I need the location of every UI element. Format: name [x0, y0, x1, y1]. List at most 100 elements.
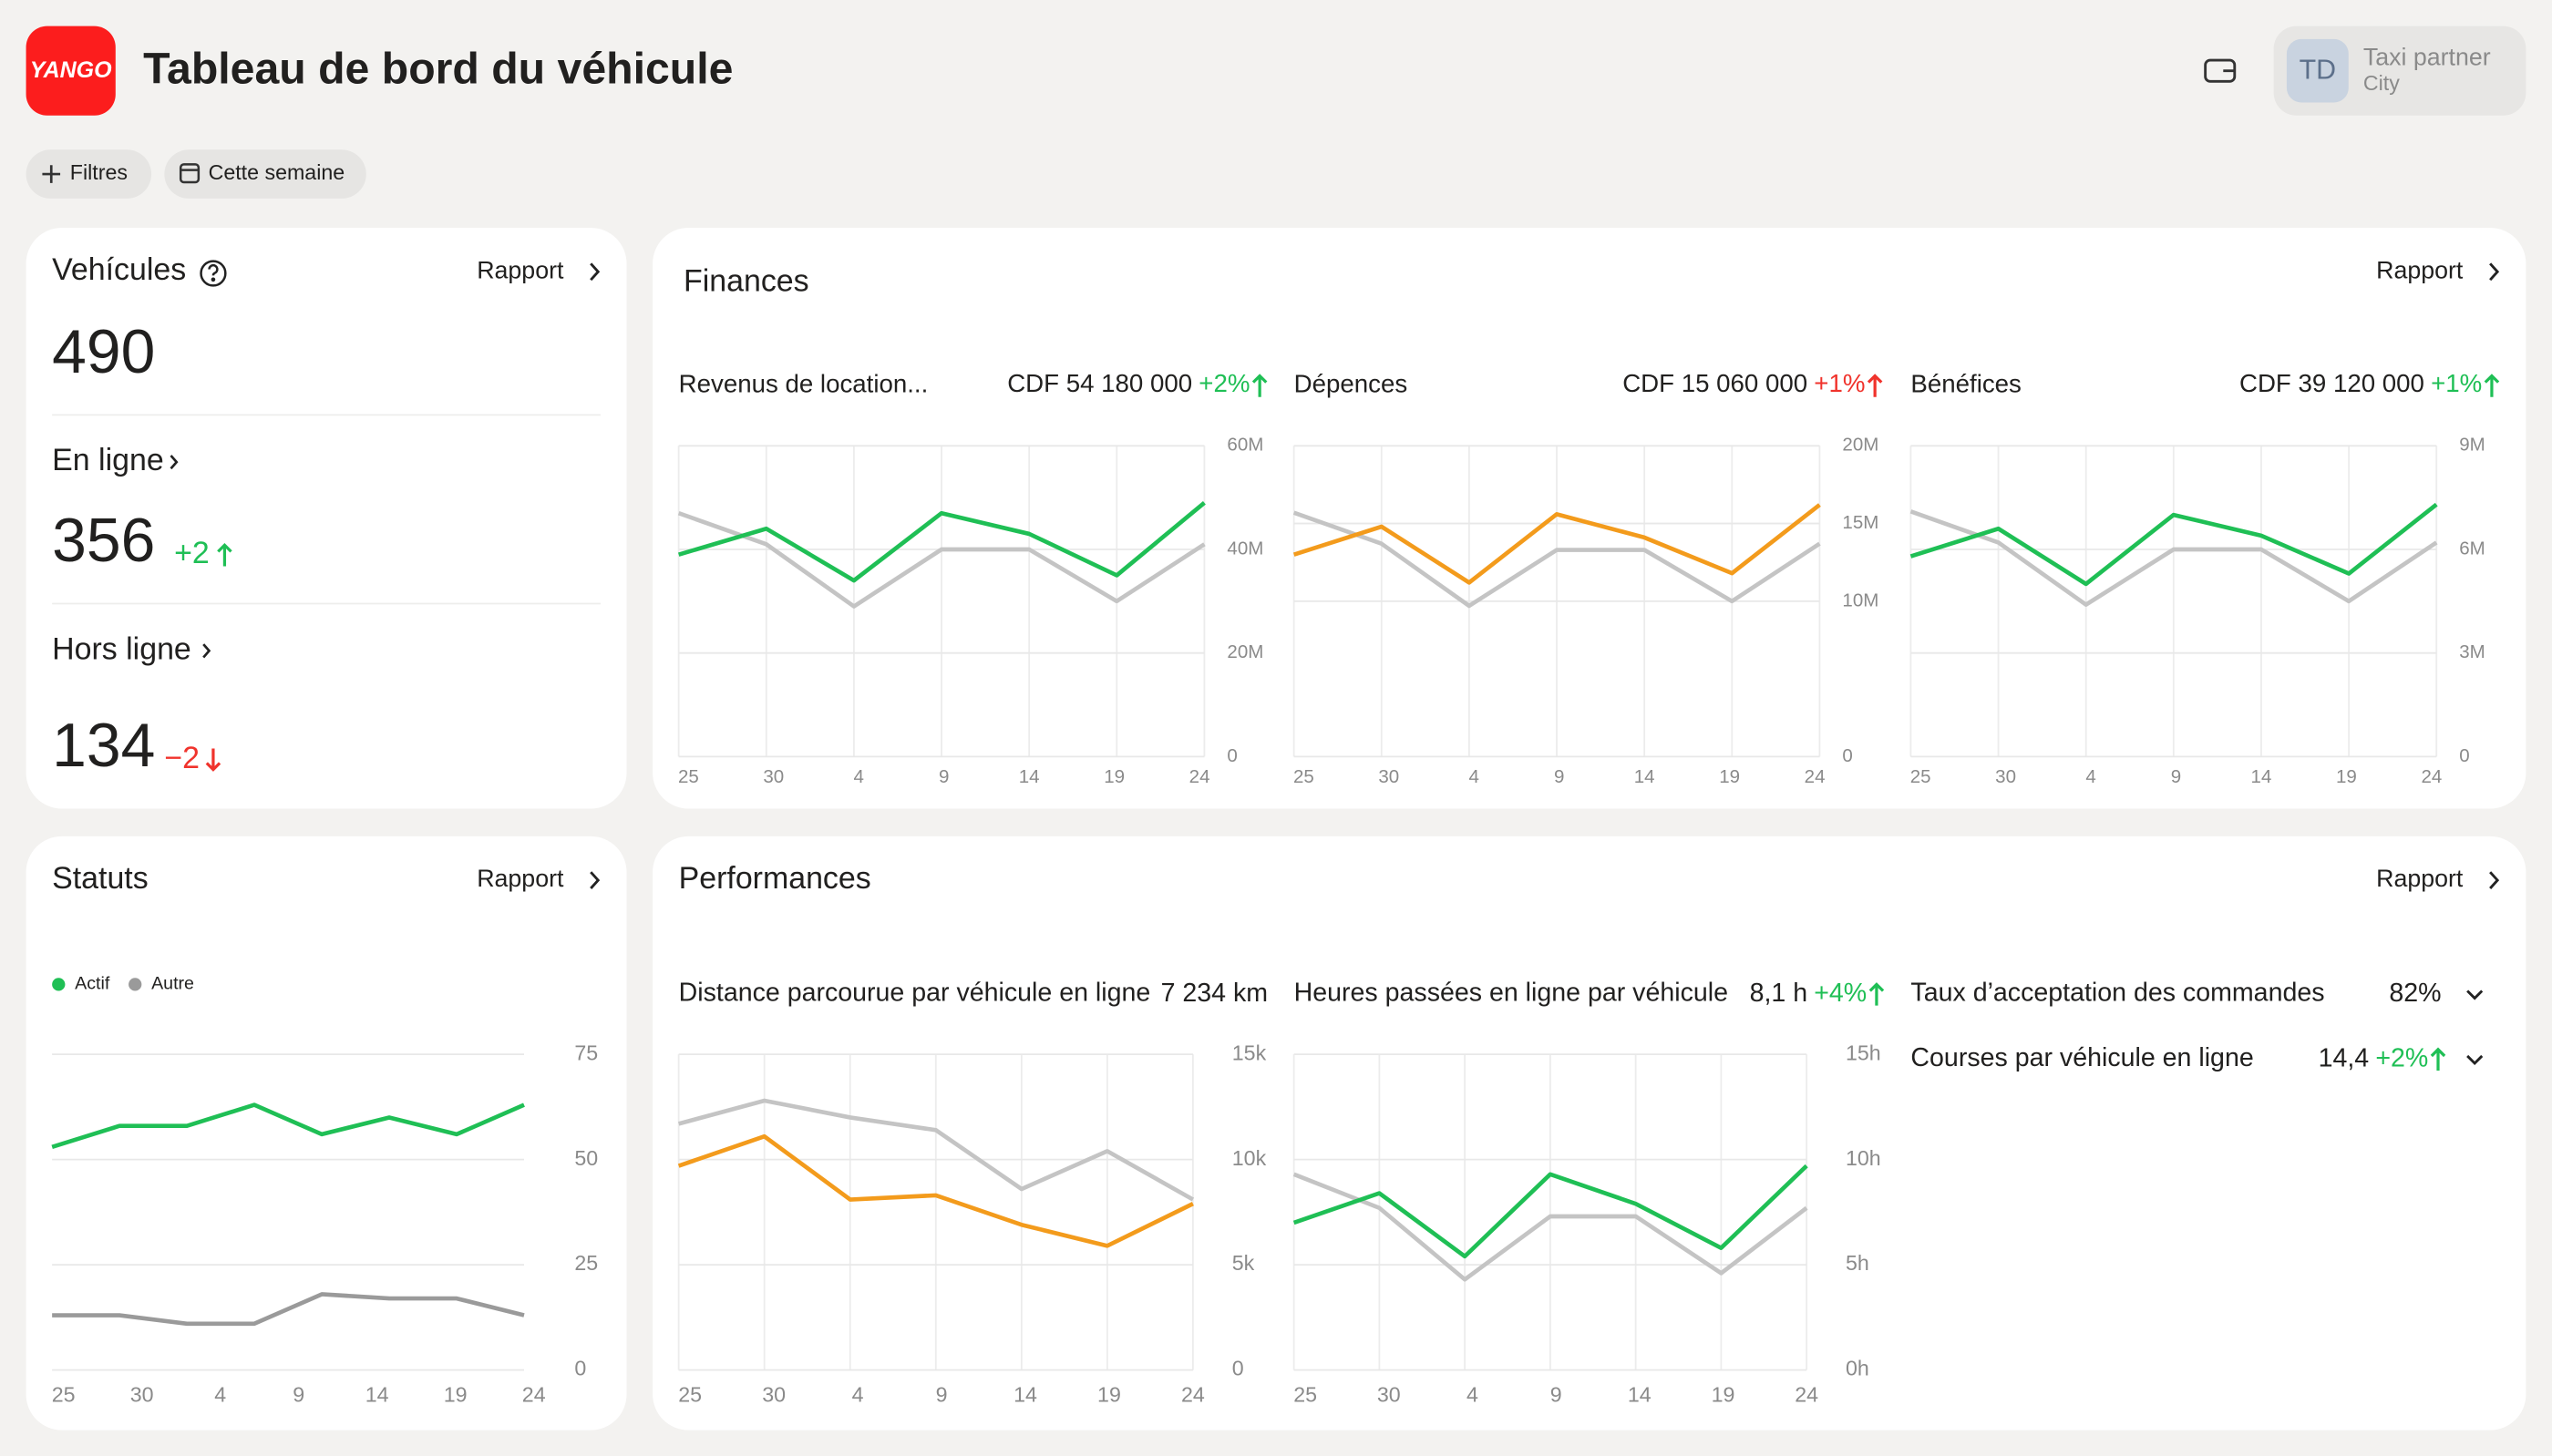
legend-marker	[52, 978, 66, 991]
metric-value-text: CDF 39 120 000	[2239, 370, 2424, 398]
y-tick-label: 25	[574, 1251, 598, 1275]
finances-card	[653, 228, 2526, 809]
y-tick-label: 0	[574, 1357, 586, 1380]
arrow-up	[217, 542, 232, 567]
x-tick-label: 25	[678, 1382, 702, 1406]
metric-value: 7 234 km	[1161, 979, 1269, 1008]
x-tick-label: 30	[763, 766, 784, 787]
avatar	[2286, 38, 2349, 103]
x-tick-label: 14	[2251, 766, 2272, 787]
x-tick-label: 19	[2336, 766, 2357, 787]
x-tick-label: 14	[365, 1382, 389, 1406]
page-title: Tableau de bord du véhicule	[143, 44, 733, 93]
help-icon[interactable]	[200, 260, 227, 287]
y-tick-label: 10h	[1846, 1146, 1881, 1170]
y-tick-label: 75	[574, 1041, 598, 1064]
y-tick-label: 0	[1227, 745, 1237, 766]
x-tick-label: 24	[1795, 1382, 1818, 1406]
online-delta: +2	[174, 536, 210, 570]
metric-label: Distance parcourue par véhicule en ligne	[679, 979, 1151, 1008]
chevron[interactable]	[202, 643, 211, 659]
metric-label: Bénéfices	[1910, 370, 2021, 398]
metric-value: CDF 15 060 000 +1%	[1622, 370, 1865, 398]
report-link[interactable]: Rapport	[2376, 865, 2464, 892]
card-title: Finances	[684, 264, 809, 299]
x-tick-label: 24	[1805, 766, 1826, 787]
filter-chip[interactable]	[26, 149, 152, 199]
wallet-icon[interactable]	[2204, 58, 2237, 83]
metric-delta: +2%	[1199, 370, 1250, 398]
user-city: City	[2363, 71, 2400, 95]
x-tick-label: 25	[678, 766, 699, 787]
report-link[interactable]: Rapport	[477, 865, 564, 892]
metric-value-text: 8,1 h	[1750, 979, 1808, 1008]
x-tick-label: 9	[936, 1382, 948, 1406]
x-tick-label: 24	[1181, 1382, 1205, 1406]
chevron[interactable]	[590, 871, 601, 889]
y-tick-label: 60M	[1227, 435, 1263, 456]
x-tick-label: 24	[1189, 766, 1210, 787]
metric-value: 8,1 h +4%	[1750, 979, 1868, 1008]
metric-delta: +2%	[2375, 1043, 2428, 1072]
y-tick-label: 3M	[2459, 641, 2485, 662]
y-tick-label: 40M	[1227, 538, 1263, 559]
total-value: 490	[52, 318, 155, 386]
performances-card	[653, 836, 2526, 1430]
offline-label[interactable]: Hors ligne	[52, 631, 191, 666]
report-link[interactable]: Rapport	[477, 256, 564, 283]
period-chip[interactable]	[164, 149, 366, 199]
plus-icon	[42, 165, 61, 183]
x-tick-label: 4	[1466, 1382, 1478, 1406]
x-tick-label: 9	[1550, 1382, 1562, 1406]
chevron[interactable]	[2489, 262, 2500, 282]
chevron[interactable]	[170, 455, 179, 470]
x-tick-label: 14	[1019, 766, 1040, 787]
x-tick-label: 25	[1910, 766, 1931, 787]
series-line	[677, 1133, 1194, 1248]
expand-chevron[interactable]	[2466, 989, 2484, 1000]
y-tick-label: 5h	[1846, 1251, 1869, 1275]
x-tick-label: 19	[444, 1382, 468, 1406]
report-link[interactable]: Rapport	[2376, 256, 2464, 283]
series-line	[677, 511, 1206, 609]
x-tick-label: 24	[2421, 766, 2442, 787]
online-label[interactable]: En ligne	[52, 443, 164, 477]
logo-text: YANGO	[30, 57, 112, 83]
user-name: Taxi partner	[2363, 43, 2491, 70]
y-tick-label: 0h	[1846, 1357, 1869, 1380]
y-tick-label: 0	[1232, 1357, 1244, 1380]
metric-value: 82%	[2389, 979, 2441, 1008]
series-line	[52, 1292, 525, 1327]
metric-value-text: CDF 15 060 000	[1622, 370, 1807, 398]
x-tick-label: 19	[1719, 766, 1740, 787]
metric-value: CDF 54 180 000 +2%	[1007, 370, 1250, 398]
y-tick-label: 9M	[2459, 435, 2485, 456]
y-tick-label: 20M	[1842, 435, 1878, 456]
card-title: Statuts	[52, 861, 149, 896]
y-tick-label: 15M	[1842, 512, 1878, 533]
expand-chevron[interactable]	[2466, 1054, 2484, 1066]
calendar-icon	[179, 163, 201, 184]
arrow-down	[205, 748, 221, 772]
x-tick-label: 19	[1097, 1382, 1121, 1406]
series-line	[1909, 509, 2438, 607]
period-label: Cette semaine	[209, 160, 345, 184]
x-tick-label: 4	[854, 766, 864, 787]
metric-label: Dépences	[1294, 370, 1408, 398]
logo[interactable]	[26, 26, 116, 116]
arrow-up	[2430, 1047, 2446, 1071]
chevron[interactable]	[590, 262, 601, 282]
metric-label: Courses par véhicule en ligne	[1910, 1043, 2253, 1072]
arrow-up	[2484, 374, 2500, 397]
metric-delta: +4%	[1814, 979, 1867, 1008]
y-tick-label: 10M	[1842, 590, 1878, 610]
metric-value-text: 82%	[2389, 979, 2441, 1008]
x-tick-label: 9	[1554, 766, 1564, 787]
metric-value-text: CDF 54 180 000	[1007, 370, 1192, 398]
metric-value: CDF 39 120 000 +1%	[2239, 370, 2482, 398]
chevron[interactable]	[2489, 871, 2500, 889]
x-tick-label: 30	[1995, 766, 2016, 787]
